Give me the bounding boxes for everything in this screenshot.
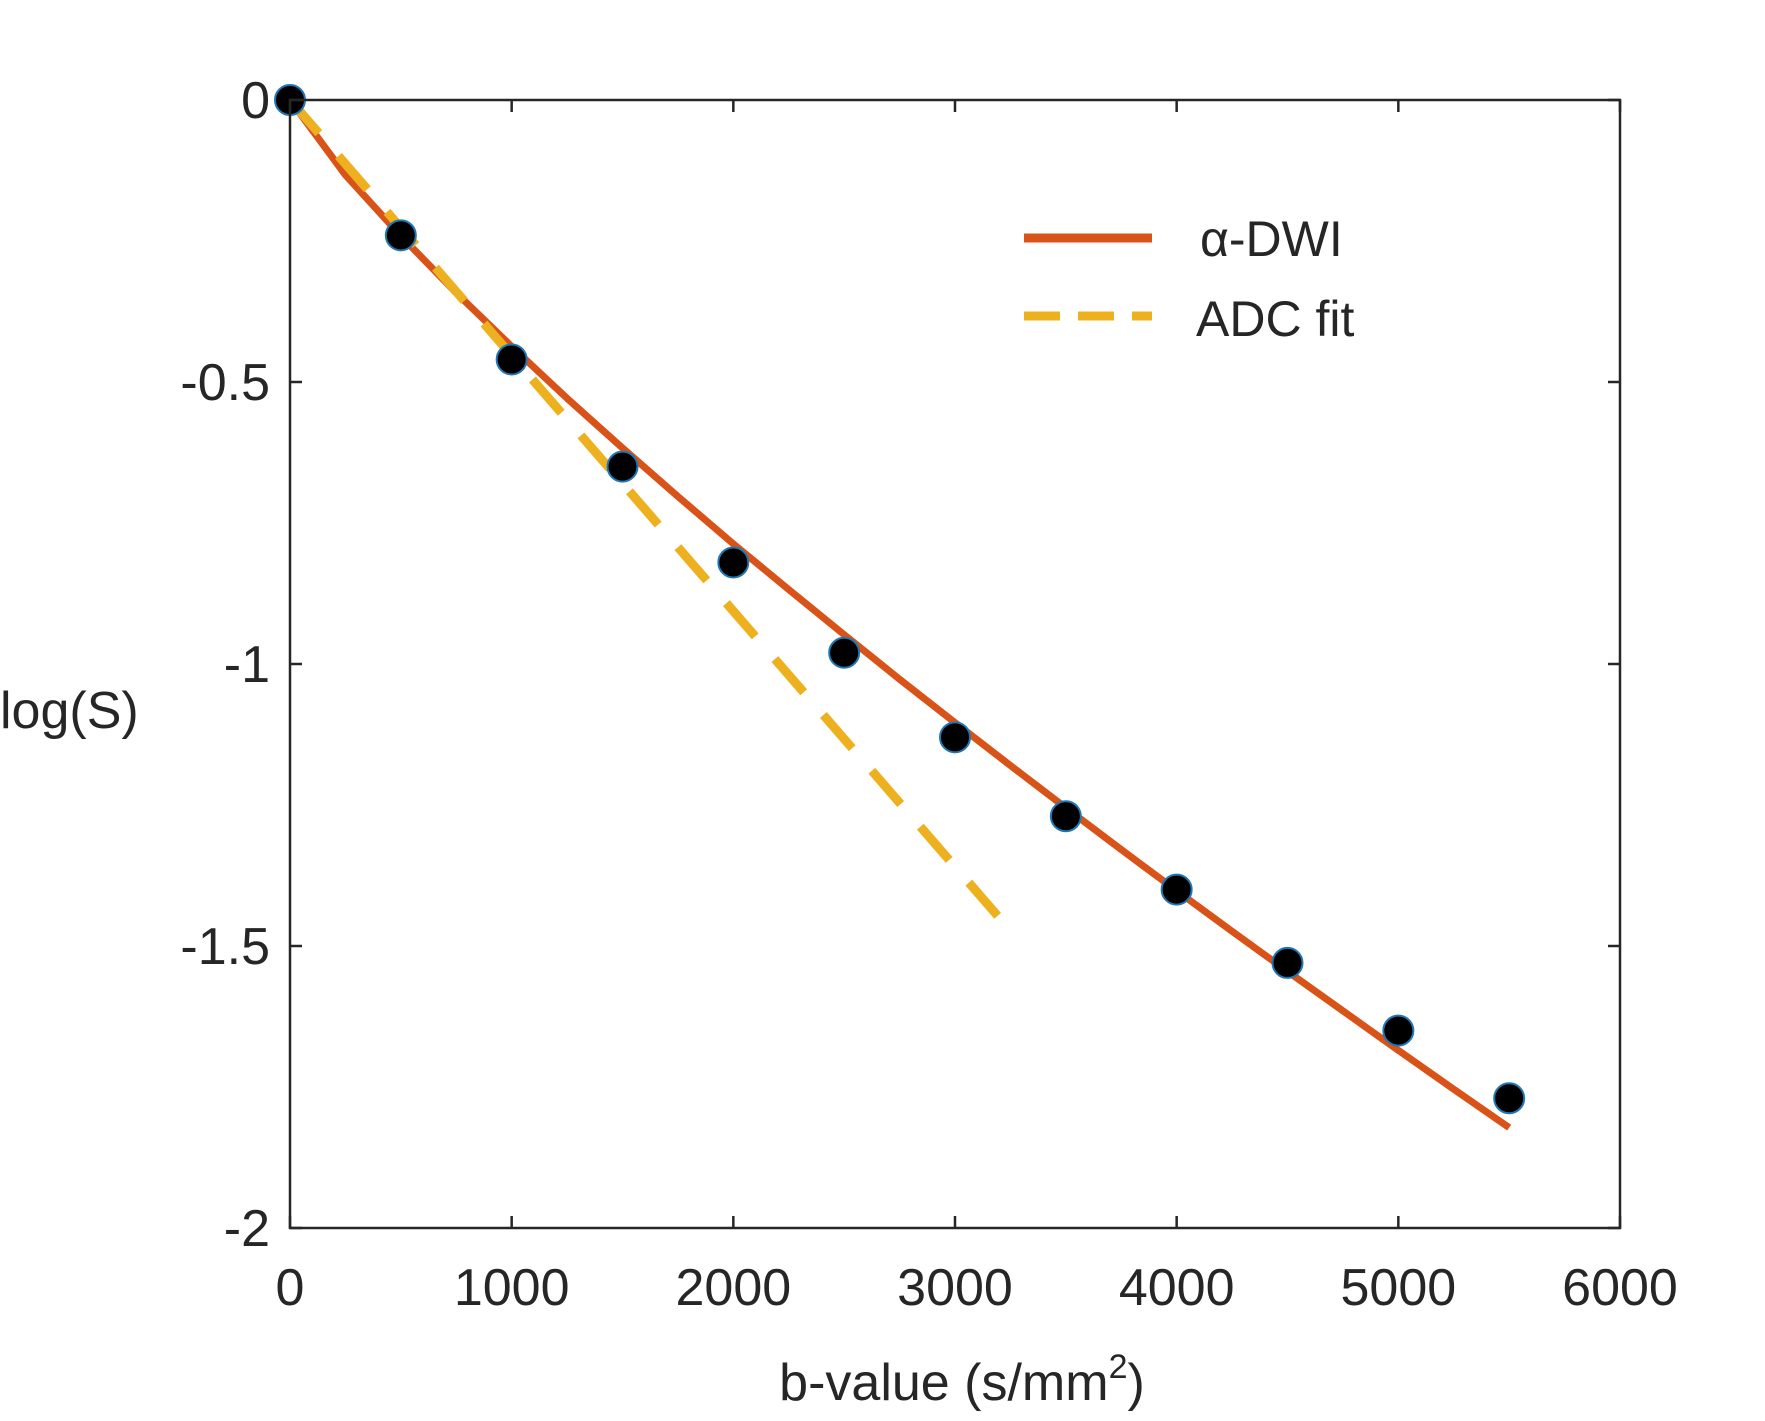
y-tick-label: -0.5 <box>180 354 270 412</box>
x-tick-label: 0 <box>276 1259 305 1317</box>
x-tick-label: 4000 <box>1119 1259 1235 1317</box>
legend-label-adc-fit: ADC fit <box>1196 291 1354 347</box>
data-point <box>1271 946 1304 979</box>
y-axis-title: log(S) <box>0 682 139 740</box>
x-tick-label: 1000 <box>454 1259 570 1317</box>
y-axis-ticks: 0 -0.5 -1 -1.5 -2 <box>180 72 1620 1258</box>
plot-points <box>274 84 1526 1115</box>
legend: α-DWI ADC fit <box>1024 211 1354 347</box>
x-axis-title: b-value (s/mm2) <box>779 1348 1145 1412</box>
data-point <box>1049 800 1082 833</box>
data-point <box>1493 1082 1526 1115</box>
data-point <box>384 219 417 252</box>
data-point <box>1382 1014 1415 1047</box>
y-tick-label: 0 <box>241 72 270 130</box>
x-tick-label: 6000 <box>1562 1259 1678 1317</box>
x-tick-label: 2000 <box>675 1259 791 1317</box>
data-point <box>495 343 528 376</box>
y-tick-label: -2 <box>224 1200 270 1258</box>
data-point <box>828 636 861 669</box>
data-point <box>606 450 639 483</box>
x-tick-label: 5000 <box>1340 1259 1456 1317</box>
x-tick-label: 3000 <box>897 1259 1013 1317</box>
x-axis-ticks: 0 1000 2000 3000 4000 5000 6000 <box>276 100 1678 1317</box>
y-tick-label: -1 <box>224 636 270 694</box>
legend-label-alpha-dwi: α-DWI <box>1200 211 1343 267</box>
data-point <box>1160 873 1193 906</box>
data-point <box>939 721 971 754</box>
plot-area-frame <box>288 98 1622 1230</box>
y-tick-label: -1.5 <box>180 918 270 976</box>
data-point <box>717 546 750 579</box>
